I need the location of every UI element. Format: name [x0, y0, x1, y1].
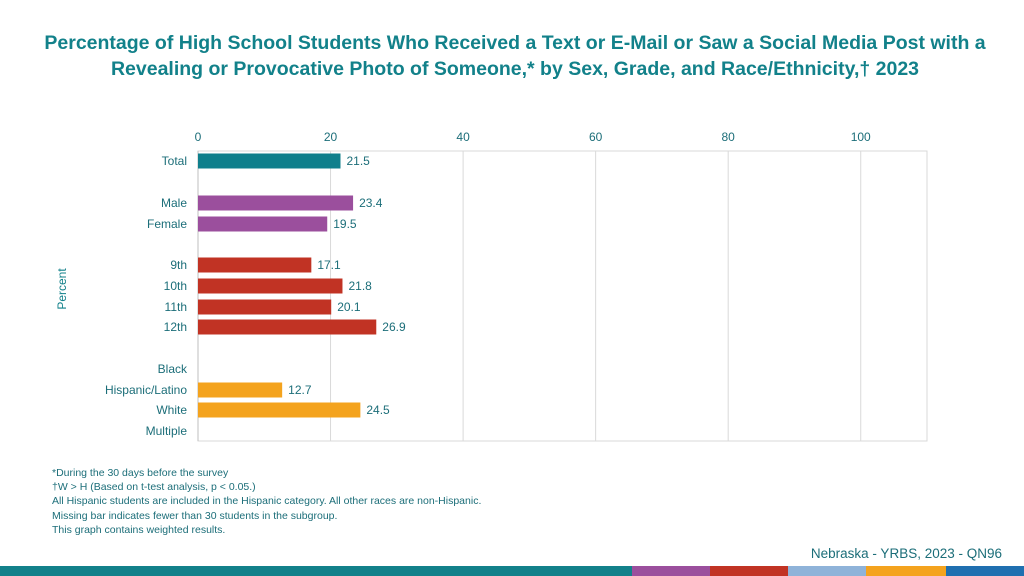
value-label-9th: 17.1	[317, 258, 341, 272]
value-label-female: 19.5	[333, 217, 357, 231]
value-label-male: 23.4	[359, 196, 383, 210]
value-label-11th: 20.1	[337, 300, 361, 314]
bottom-band-segment	[0, 566, 632, 576]
value-label-hispanic-latino: 12.7	[288, 383, 312, 397]
category-label-9th: 9th	[170, 258, 187, 272]
bar-white	[198, 402, 361, 418]
category-label-total: Total	[162, 154, 187, 168]
bottom-band-segment	[788, 566, 866, 576]
footnote-2: †W > H (Based on t-test analysis, p < 0.…	[52, 481, 256, 494]
bottom-band-segment	[866, 566, 946, 576]
bottom-band-segment	[710, 566, 788, 576]
bottom-band-segment	[632, 566, 710, 576]
value-label-total: 21.5	[346, 154, 370, 168]
x-tick-label-80: 80	[722, 130, 736, 144]
category-label-female: Female	[147, 217, 187, 231]
y-axis-label: Percent	[55, 268, 69, 310]
bottom-color-band	[0, 566, 1024, 576]
x-tick-label-100: 100	[851, 130, 871, 144]
bar-chart: 0 20 40 60 80 100 Total 21.5 Male 23.4 Female 19.5 9…	[105, 130, 928, 442]
category-label-hispanic-latino: Hispanic/Latino	[105, 383, 187, 397]
bar-total	[198, 153, 341, 169]
bar-12th	[198, 319, 377, 335]
bar-11th	[198, 299, 332, 315]
category-label-black: Black	[158, 362, 188, 376]
footnotes: *During the 30 days before the survey †W…	[52, 466, 481, 537]
category-label-10th: 10th	[164, 279, 187, 293]
value-label-10th: 21.8	[348, 279, 372, 293]
footnote-1: *During the 30 days before the survey	[52, 467, 229, 479]
source-label: Nebraska - YRBS, 2023 - QN96	[810, 546, 1002, 561]
bottom-band-segment	[946, 566, 1024, 576]
category-label-white: White	[156, 403, 187, 417]
bar-hispanic-latino	[198, 382, 283, 398]
footnote-3: All Hispanic students are included in th…	[52, 495, 482, 508]
bar-male	[198, 195, 354, 211]
footnote-4: Missing bar indicates fewer than 30 stud…	[52, 509, 338, 522]
category-label-12th: 12th	[164, 320, 187, 334]
bar-9th	[198, 257, 312, 273]
footnote-5: This graph contains weighted results.	[52, 523, 226, 536]
bar-female	[198, 216, 328, 232]
x-tick-label-40: 40	[456, 130, 470, 144]
chart-title: Percentage of High School Students Who R…	[44, 32, 986, 80]
category-label-multiple: Multiple	[146, 424, 188, 438]
bar-10th	[198, 278, 343, 294]
category-label-male: Male	[161, 196, 187, 210]
x-tick-label-60: 60	[589, 130, 603, 144]
value-label-12th: 26.9	[382, 320, 406, 334]
x-tick-label-20: 20	[324, 130, 338, 144]
category-label-11th: 11th	[165, 300, 187, 314]
plot-frame	[197, 150, 928, 442]
x-tick-label-0: 0	[195, 130, 202, 144]
value-label-white: 24.5	[366, 403, 390, 417]
